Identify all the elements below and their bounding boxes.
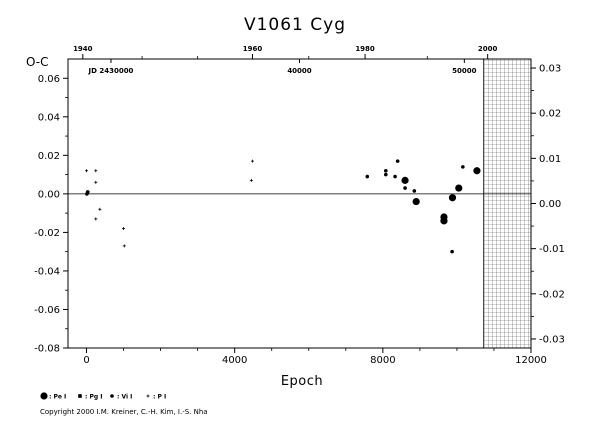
tick-marks [63,54,536,353]
y2-tick-label: -0.03 [539,334,565,345]
x-axis-label: Epoch [281,374,323,389]
data-point-vi [384,172,388,177]
legend-marker-p [146,394,150,398]
y2-tick-label: 0.01 [539,154,561,165]
legend-marker-pg [78,394,82,398]
y-tick-label: 0.02 [38,151,60,162]
data-point-p [94,217,98,221]
data-point-pe [473,167,481,175]
data-point-p [249,178,253,182]
data-point-pe [455,184,463,192]
data-point-p [98,207,102,211]
y2-tick-label: -0.01 [539,244,565,255]
data-point-pe [401,176,409,184]
jd-label: 50000 [452,67,476,75]
data-point-p [86,190,90,194]
plot-frame [67,58,532,349]
y2-tick-label: 0.02 [539,109,561,120]
x-tick-label: 0 [83,355,89,366]
data-point-pe [448,194,457,202]
y-tick-label: -0.04 [34,266,60,277]
y2-tick-label: -0.02 [539,289,565,300]
data-point-vi [393,174,397,179]
y-axis-label: O-C [26,55,49,69]
top-year-label: 1980 [355,45,375,53]
data-point-vi [395,159,400,163]
data-point-pe [440,213,448,221]
y-tick-label: -0.08 [34,344,60,355]
data-point-p [85,192,89,196]
legend: : Pe I : Pg I : Vi I : P I [40,392,166,401]
data-point-vi [403,186,407,190]
tick-labels: 0 4000 8000 12000 -0.08 -0.06 -0.04 -0.02 0.00 0.… [34,45,565,366]
x-tick-label: 12000 [515,355,547,366]
data-point-p [85,169,89,173]
legend-label: : Pg I [85,394,103,401]
data-point-p [94,169,98,173]
top-year-label: 1940 [73,45,93,53]
top-year-label: 2000 [478,45,498,53]
legend-label: : Vi I [117,394,132,401]
x-tick-label: 8000 [370,355,395,366]
y-tick-label: -0.02 [34,228,60,239]
data-point-vi [461,165,465,169]
legend-marker-pe [40,392,48,400]
data-point-p [122,244,126,248]
legend-label: : P I [153,394,166,401]
jd-label: 40000 [287,67,311,75]
legend-marker-vi [110,394,114,398]
hatched-area [483,58,532,349]
y2-tick-label: 0.00 [539,199,561,210]
data-point-p [122,227,126,231]
jd-label: JD 2430000 [87,67,133,75]
top-year-label: 1960 [243,45,263,53]
chart-title: V1061 Cyg [244,15,346,35]
copyright-text: Copyright 2000 I.M. Kreiner, C.-H. Kim, … [40,408,208,416]
legend-label: : Pe I [49,394,66,401]
data-points [85,159,481,254]
data-point-vi [384,168,388,173]
y-tick-label: 0.00 [38,189,60,200]
y-tick-label: -0.06 [34,305,60,316]
data-point-p [94,180,98,184]
data-point-pe [412,197,420,206]
y2-tick-label: 0.03 [539,64,561,75]
data-point-p [250,159,254,163]
x-tick-label: 4000 [222,355,247,366]
data-point-vi [450,249,454,254]
hatched-region [483,58,532,349]
y-tick-label: 0.04 [38,112,60,123]
axes [67,58,532,349]
data-point-vi [412,189,417,193]
data-point-vi [365,174,370,179]
y-tick-label: 0.06 [38,74,60,85]
